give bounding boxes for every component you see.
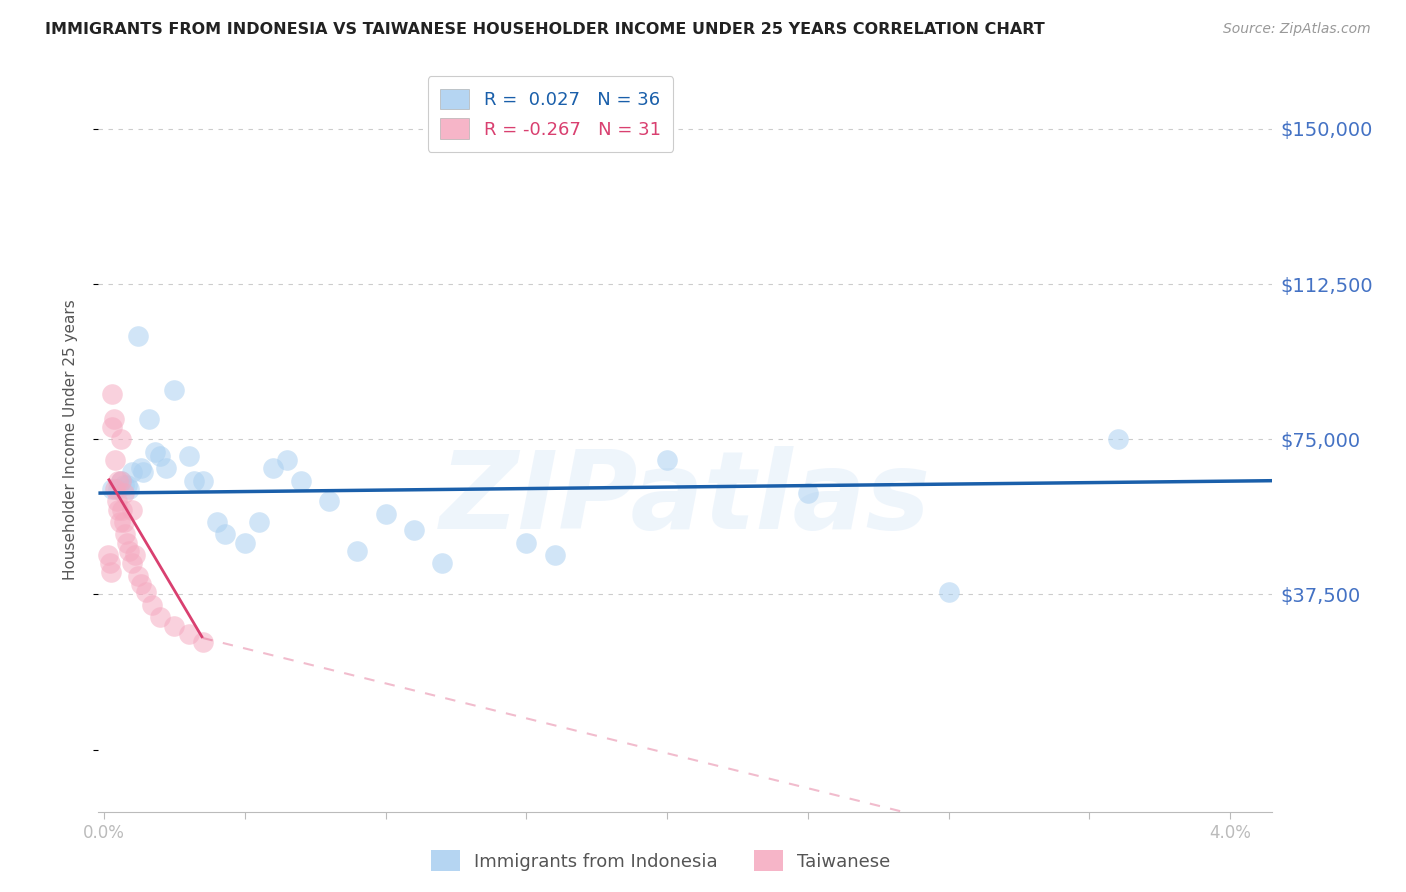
Point [543,548,565,562]
Point [205,515,228,529]
Point [101,386,124,401]
Text: Source: ZipAtlas.com: Source: ZipAtlas.com [1223,22,1371,37]
Point [797,486,820,500]
Point [97,548,120,562]
Y-axis label: Householder Income Under 25 years: Householder Income Under 25 years [63,299,77,580]
Point [1107,433,1129,447]
Legend: Immigrants from Indonesia, Taiwanese: Immigrants from Indonesia, Taiwanese [423,843,898,879]
Point [346,544,368,558]
Point [141,598,163,612]
Point [276,453,298,467]
Point [163,618,186,632]
Text: IMMIGRANTS FROM INDONESIA VS TAIWANESE HOUSEHOLDER INCOME UNDER 25 YEARS CORRELA: IMMIGRANTS FROM INDONESIA VS TAIWANESE H… [45,22,1045,37]
Point [143,444,166,458]
Point [233,535,256,549]
Point [318,494,340,508]
Point [107,474,129,488]
Point [103,411,125,425]
Point [191,635,214,649]
Point [374,507,396,521]
Point [104,453,127,467]
Point [938,585,960,599]
Point [98,557,121,571]
Point [430,557,453,571]
Point [177,449,200,463]
Point [112,478,135,492]
Point [127,569,149,583]
Point [135,585,157,599]
Point [105,494,128,508]
Point [101,482,124,496]
Point [107,502,129,516]
Point [515,535,537,549]
Point [149,610,172,624]
Legend: R =  0.027   N = 36, R = -0.267   N = 31: R = 0.027 N = 36, R = -0.267 N = 31 [427,76,673,152]
Point [191,474,214,488]
Point [155,461,177,475]
Point [163,383,186,397]
Point [177,627,200,641]
Point [655,453,678,467]
Point [290,474,312,488]
Point [129,461,152,475]
Point [121,557,143,571]
Point [138,411,160,425]
Point [114,527,136,541]
Text: ZIPatlas: ZIPatlas [440,446,931,552]
Point [100,565,122,579]
Point [111,502,134,516]
Point [124,548,146,562]
Point [149,449,172,463]
Point [129,577,152,591]
Point [110,474,132,488]
Point [127,329,149,343]
Point [115,535,138,549]
Point [402,524,425,538]
Point [132,466,155,480]
Point [115,478,138,492]
Point [247,515,270,529]
Point [121,466,143,480]
Point [110,474,132,488]
Point [118,482,141,496]
Point [104,482,127,496]
Point [110,433,132,447]
Point [262,461,284,475]
Point [214,527,236,541]
Point [101,420,124,434]
Point [107,482,129,496]
Point [118,544,141,558]
Point [112,515,135,529]
Point [183,474,205,488]
Point [108,515,131,529]
Point [121,502,143,516]
Point [112,486,135,500]
